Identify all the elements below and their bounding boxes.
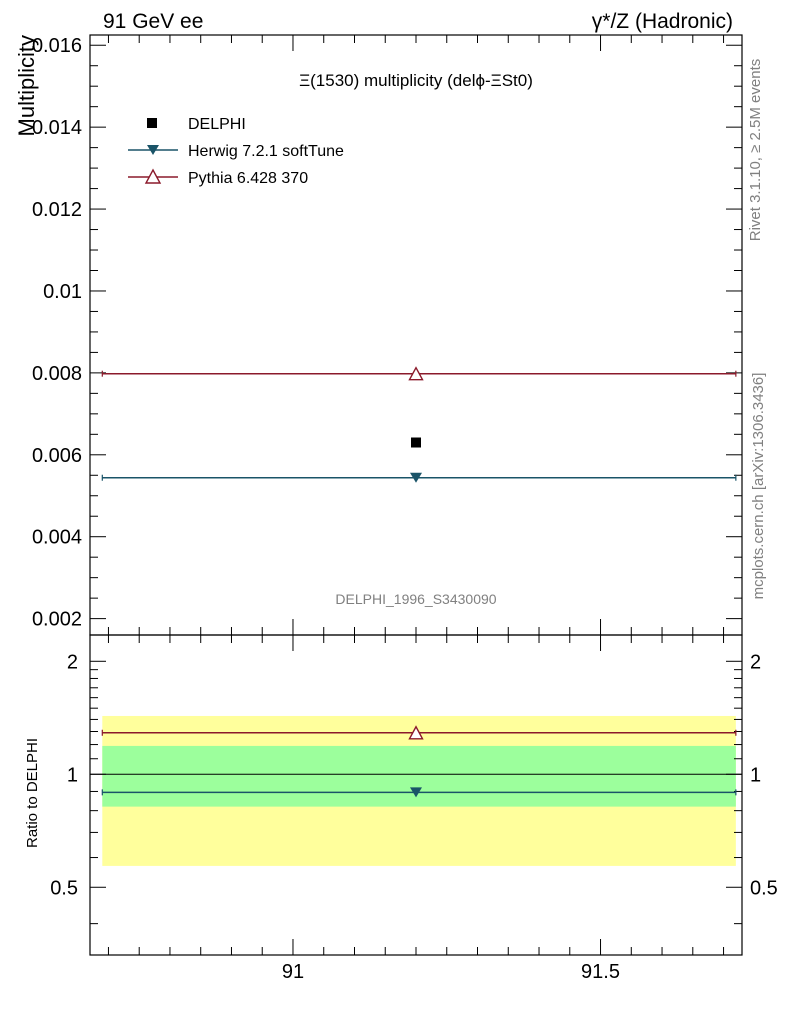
- ratio-herwig-point: [410, 787, 422, 798]
- y-tick-label: 0.004: [32, 527, 82, 549]
- main-y-ticks: 0.002 0.004 0.006 0.008 0.01 0.012 0.014 0.016: [32, 35, 742, 631]
- legend-label-herwig: Herwig 7.2.1 softTune: [188, 143, 344, 160]
- y-tick-label: 0.016: [32, 35, 82, 57]
- x-tick-label: 91.5: [581, 961, 620, 983]
- ratio-panel: 0.5 0.5 1 1 2 2 91 91.5 Ratio to DELPHI: [24, 35, 778, 983]
- rivet-version: Rivet 3.1.10, ≥ 2.5M events: [747, 59, 764, 242]
- main-title: Ξ(1530) multiplicity (delϕ-ΞSt0): [299, 71, 533, 90]
- header-left: 91 GeV ee: [103, 10, 203, 33]
- ratio-series: [101, 725, 737, 798]
- y-tick-label: 0.01: [43, 281, 82, 303]
- delphi-point: [411, 437, 421, 448]
- legend-marker-pythia: [144, 168, 162, 184]
- legend: DELPHI Herwig 7.2.1 softTune Pythia 6.42…: [128, 116, 344, 187]
- ratio-band-inner: [102, 745, 736, 807]
- watermark: DELPHI_1996_S3430090: [335, 591, 496, 607]
- ratio-y-tick-label-right: 2: [750, 651, 761, 673]
- ratio-frame: [89, 634, 743, 956]
- ratio-pythia-point: [408, 725, 424, 740]
- main-panel: 0.0020.0040.0060.0080.010.0120.0140.016 …: [14, 34, 743, 636]
- ratio-y-ticks: 0.5 0.5 1 1 2 2: [50, 651, 778, 925]
- x-ticks: 91 91.5: [107, 35, 725, 983]
- x-tick-label: 91: [282, 961, 304, 983]
- y-tick-label: 0.008: [32, 363, 82, 385]
- herwig-point: [410, 472, 422, 483]
- legend-label-delphi: DELPHI: [188, 116, 246, 133]
- header-right: γ*/Z (Hadronic): [592, 10, 733, 33]
- mcplots-credit: mcplots.cern.ch [arXiv:1306.3436]: [750, 373, 767, 600]
- ratio-y-tick-label: 1: [67, 764, 78, 786]
- ratio-y-tick-label: 0.5: [50, 877, 78, 899]
- ratio-y-tick-label-right: 0.5: [750, 877, 778, 899]
- main-y-label: Multiplicity: [14, 35, 39, 136]
- ratio-y-tick-label-right: 1: [750, 764, 761, 786]
- main-series: [101, 366, 737, 483]
- legend-label-pythia: Pythia 6.428 370: [188, 170, 308, 187]
- legend-marker-delphi: [147, 118, 157, 128]
- legend-marker-herwig: [147, 145, 159, 155]
- ratio-y-tick-label: 2: [67, 651, 78, 673]
- y-tick-label: 0.014: [32, 117, 82, 139]
- y-tick-label: 0.002: [32, 609, 82, 631]
- ratio-y-label: Ratio to DELPHI: [24, 738, 41, 848]
- y-tick-label: 0.012: [32, 199, 82, 221]
- y-tick-label: 0.006: [32, 445, 82, 467]
- pythia-point: [408, 366, 424, 381]
